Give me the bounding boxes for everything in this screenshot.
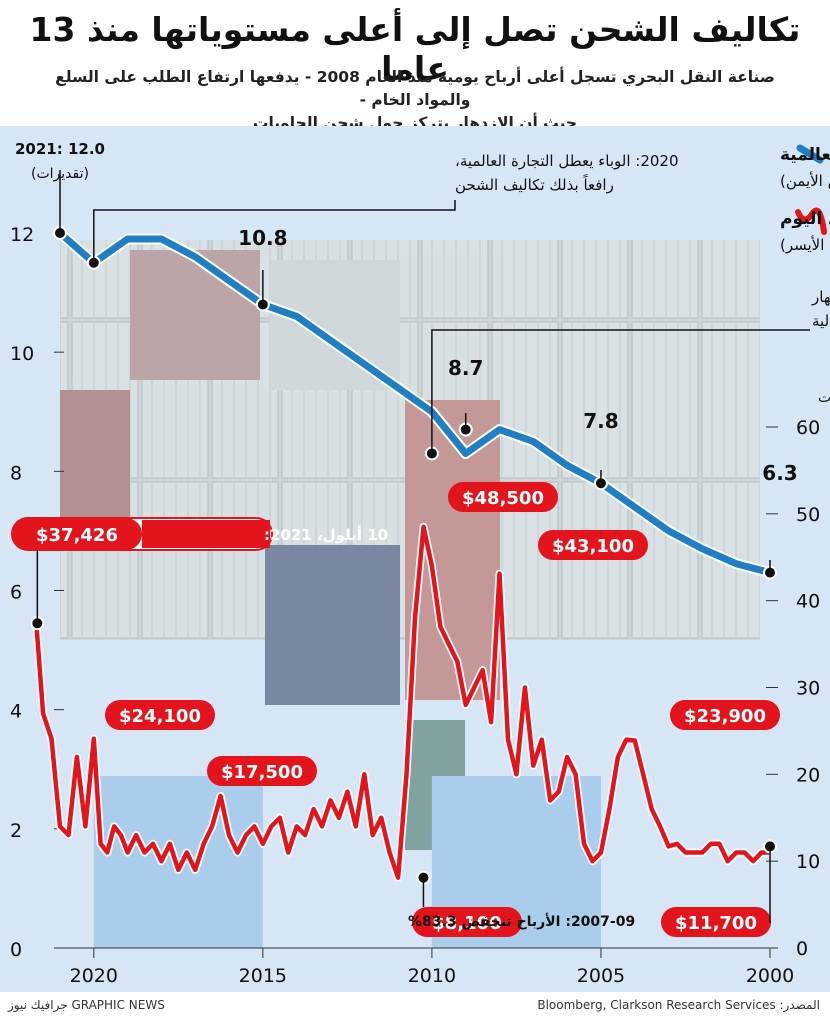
left-tick-label: 12 — [10, 224, 34, 246]
pandemic-leader — [93, 200, 456, 263]
sept-badge-value-bg — [12, 518, 142, 550]
left-tick-label: 0 — [10, 939, 22, 961]
trade-line — [57, 230, 771, 576]
earnings-line — [34, 524, 770, 880]
earnings-label-48500: $48,500 — [462, 488, 544, 509]
right-tick-label: 10 — [796, 851, 820, 873]
right-tick-label: 60 — [796, 417, 820, 439]
earnings-label-43100-pill — [538, 530, 648, 560]
earnings-2000-leader — [769, 846, 771, 923]
sept-badge-value: $37,426 — [36, 525, 118, 546]
trade-value-label: 10.8 — [238, 226, 287, 250]
earnings-label-17500-pill — [207, 756, 317, 786]
x-tick-label: 2010 — [408, 965, 456, 987]
earnings-label-43100: $43,100 — [552, 536, 634, 557]
earnings-label-11700-pill — [661, 907, 771, 937]
right-tick-label: 50 — [796, 504, 820, 526]
right-tick-label: 0 — [796, 938, 808, 960]
x-tick-label: 2000 — [746, 965, 794, 987]
crisis-line-1: 2008-2009: التجارة العالمية تنهار — [811, 288, 830, 306]
earnings-label-48500-pill — [448, 482, 558, 512]
left-tick-label: 6 — [10, 582, 22, 604]
earnings-label-24100: $24,100 — [119, 706, 201, 727]
left-tick-label: 10 — [10, 343, 34, 365]
left-tick-label: 4 — [10, 701, 22, 723]
page-title: تكاليف الشحن تصل إلى أعلى مستوياتها منذ … — [29, 10, 801, 88]
right-tick-label: 30 — [796, 678, 820, 700]
pandemic-line-2: رافعاً بذلك تكاليف الشحن — [455, 174, 614, 194]
drop-annotation: 2007-09: الأرباح تنخفض 83.3% — [408, 913, 635, 930]
legend-earnings-sub: (مؤشر كلارك-سي، المقياس الأيسر) — [780, 235, 830, 255]
left-tick-label: 2 — [10, 820, 22, 842]
legend-earnings-name: أرباح الشحن في اليوم — [780, 207, 830, 229]
x-tick-label: 2015 — [239, 965, 287, 987]
legend-trade-name: التجارة البحرية العالمية — [780, 145, 830, 165]
x-tick-label: 2005 — [577, 965, 625, 987]
left-tick-label: 8 — [10, 462, 22, 484]
trade-value-label: 8.7 — [448, 356, 483, 380]
earnings-label-11700: $11,700 — [675, 913, 757, 934]
legend-trade-swatch — [796, 144, 824, 164]
legend-earnings-swatch — [795, 207, 827, 235]
right-axis-unit: آلاف الدولارات — [818, 389, 830, 406]
sept-badge-date-bg — [142, 520, 270, 548]
earnings-label-8100: $8,100 — [432, 913, 501, 934]
sept-badge-date: 10 أيلول، 2021: — [264, 525, 388, 544]
x-tick-label: 2020 — [70, 965, 118, 987]
estimate-label: 2021: 12.0 — [15, 140, 105, 158]
crisis-line-2: خلال الأزمة المالية — [812, 311, 830, 330]
page-subtitle: صناعة النقل البحري تسجل أعلى أرباح يومية… — [40, 66, 790, 135]
footer-brand: GRAPHIC NEWS جرافيك نيوز — [8, 998, 165, 1012]
right-tick-label: 40 — [796, 591, 820, 613]
legend-trade-sub: (مليار طن، المقياس الأيمن) — [780, 171, 830, 190]
pandemic-line-1: 2020: الوباء يعطل التجارة العالمية، — [455, 152, 679, 170]
trade-value-label: 6.3 — [762, 461, 797, 485]
earnings-label-23900: $23,900 — [684, 706, 766, 727]
estimate-note: (تقديرات) — [31, 166, 89, 182]
earnings-label-17500: $17,500 — [221, 762, 303, 783]
earnings-label-23900-pill — [670, 700, 780, 730]
crisis-leader — [431, 329, 810, 454]
right-tick-label: 20 — [796, 764, 820, 786]
subtitle-line-1: صناعة النقل البحري تسجل أعلى أرباح يومية… — [55, 68, 775, 109]
earnings-label-24100-pill — [105, 700, 215, 730]
earnings-label-8100-pill — [412, 907, 522, 937]
trade-value-label: 7.8 — [583, 409, 618, 433]
footer-source: المصدر: Bloomberg, Clarkson Research Ser… — [537, 998, 820, 1012]
